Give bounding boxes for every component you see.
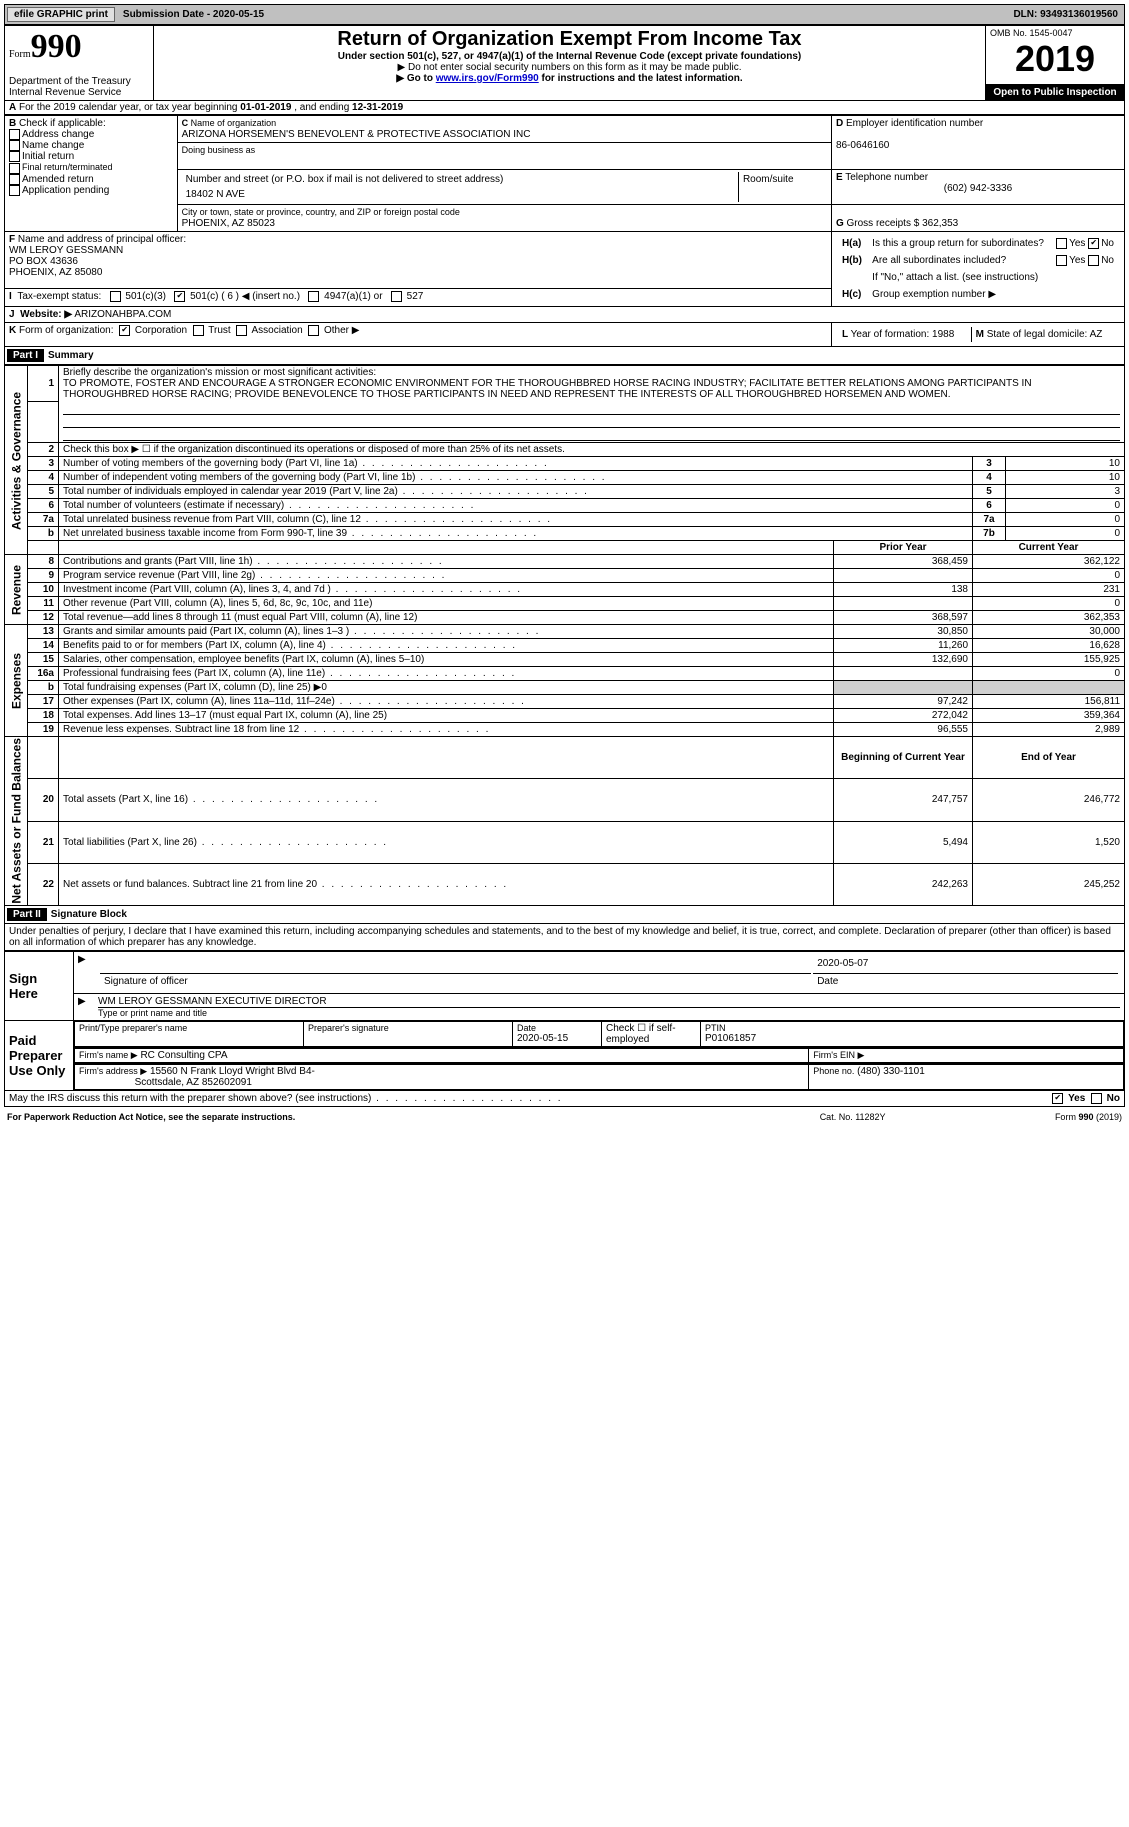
omb: OMB No. 1545-0047	[990, 28, 1120, 38]
row-7a: 7aTotal unrelated business revenue from …	[5, 513, 1125, 527]
row-5: 5Total number of individuals employed in…	[5, 485, 1125, 499]
signature-block: Sign Here ▶ 2020-05-07 Signature of offi…	[4, 951, 1125, 1107]
note-ssn: Do not enter social security numbers on …	[158, 62, 981, 73]
vlabel-netassets: Net Assets or Fund Balances	[5, 737, 28, 906]
part1-header: Part ISummary	[4, 347, 1125, 365]
mission: TO PROMOTE, FOSTER AND ENCOURAGE A STRON…	[63, 378, 1032, 400]
efile-button[interactable]: efile GRAPHIC print	[7, 7, 115, 22]
part2-header: Part IISignature Block	[4, 906, 1125, 924]
dept-treasury: Department of the Treasury	[9, 76, 149, 87]
row-4: 4Number of independent voting members of…	[5, 471, 1125, 485]
org-city: PHOENIX, AZ 85023	[182, 218, 275, 229]
row-3: 3Number of voting members of the governi…	[5, 457, 1125, 471]
gross-receipts: 362,353	[922, 218, 958, 229]
open-to-public: Open to Public Inspection	[986, 84, 1125, 100]
form-header: Form990 Department of the Treasury Inter…	[4, 25, 1125, 101]
row-7b: bNet unrelated business taxable income f…	[5, 527, 1125, 541]
tax-year: 2019	[1015, 38, 1095, 79]
irs-link[interactable]: www.irs.gov/Form990	[436, 73, 539, 84]
submission-date: Submission Date - 2020-05-15	[123, 9, 264, 20]
vlabel-revenue: Revenue	[5, 555, 28, 625]
line-a: A For the 2019 calendar year, or tax yea…	[4, 101, 1125, 115]
dln: DLN: 93493136019560	[1013, 9, 1122, 20]
footer: For Paperwork Reduction Act Notice, see …	[4, 1109, 1125, 1125]
penalties: Under penalties of perjury, I declare th…	[4, 924, 1125, 951]
note-link: ▶ Go to www.irs.gov/Form990 for instruct…	[158, 73, 981, 84]
org-address: 18402 N AVE	[182, 187, 739, 202]
form-subtitle: Under section 501(c), 527, or 4947(a)(1)…	[158, 51, 981, 62]
org-name: ARIZONA HORSEMEN'S BENEVOLENT & PROTECTI…	[182, 129, 531, 140]
dept-irs: Internal Revenue Service	[9, 87, 149, 98]
form-990-label: Form990	[9, 28, 149, 66]
vlabel-governance: Activities & Governance	[5, 366, 28, 555]
row-6: 6Total number of volunteers (estimate if…	[5, 499, 1125, 513]
part1-table: Activities & Governance 1 Briefly descri…	[4, 365, 1125, 906]
entity-block: B Check if applicable: Address change Na…	[4, 115, 1125, 347]
top-bar: efile GRAPHIC print Submission Date - 20…	[4, 4, 1125, 25]
form-title: Return of Organization Exempt From Incom…	[158, 28, 981, 51]
telephone: (602) 942-3336	[836, 183, 1120, 194]
website: ARIZONAHBPA.COM	[74, 309, 171, 320]
vlabel-expenses: Expenses	[5, 625, 28, 737]
ein: 86-0646160	[836, 140, 889, 151]
